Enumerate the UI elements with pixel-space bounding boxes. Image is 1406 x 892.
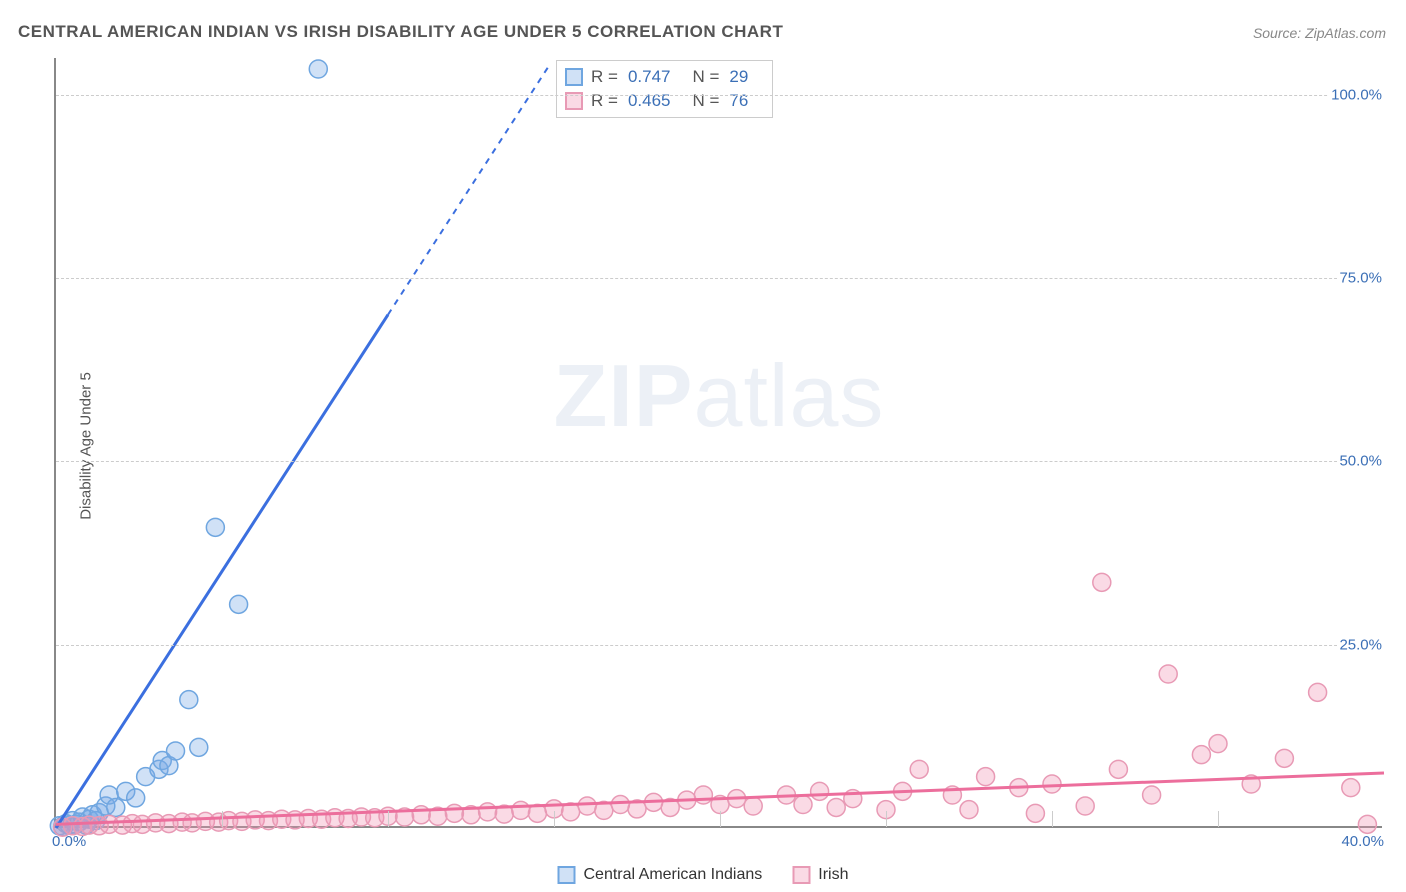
chart-title: CENTRAL AMERICAN INDIAN VS IRISH DISABIL… bbox=[18, 22, 783, 42]
legend-label-a: Central American Indians bbox=[584, 866, 763, 884]
data-point bbox=[1143, 786, 1161, 804]
data-point bbox=[960, 801, 978, 819]
data-point bbox=[180, 691, 198, 709]
legend-item-a: Central American Indians bbox=[558, 866, 763, 884]
x-tick-min: 0.0% bbox=[52, 833, 86, 850]
data-point bbox=[1159, 665, 1177, 683]
data-point bbox=[827, 798, 845, 816]
data-point bbox=[1109, 760, 1127, 778]
scatter-svg bbox=[56, 58, 1382, 826]
data-point bbox=[811, 782, 829, 800]
data-point bbox=[744, 797, 762, 815]
data-point bbox=[1342, 779, 1360, 797]
data-point bbox=[578, 797, 596, 815]
y-tick-label: 50.0% bbox=[1337, 453, 1384, 470]
chart-plot-area: ZIPatlas R = 0.747 N = 29 R = 0.465 N = … bbox=[54, 58, 1382, 828]
data-point bbox=[107, 798, 125, 816]
series-legend: Central American Indians Irish bbox=[558, 866, 849, 884]
data-point bbox=[1358, 815, 1376, 833]
data-point bbox=[479, 803, 497, 821]
data-point bbox=[512, 801, 530, 819]
data-point bbox=[1209, 735, 1227, 753]
data-point bbox=[230, 595, 248, 613]
data-point bbox=[167, 742, 185, 760]
y-tick-label: 75.0% bbox=[1337, 270, 1384, 287]
x-tick-max: 40.0% bbox=[1341, 833, 1384, 850]
data-point bbox=[206, 518, 224, 536]
data-point bbox=[1093, 573, 1111, 591]
data-point bbox=[1076, 797, 1094, 815]
data-point bbox=[611, 796, 629, 814]
legend-item-b: Irish bbox=[792, 866, 848, 884]
y-tick-label: 25.0% bbox=[1337, 636, 1384, 653]
data-point bbox=[694, 786, 712, 804]
data-point bbox=[309, 60, 327, 78]
legend-swatch-b bbox=[792, 866, 810, 884]
y-tick-label: 100.0% bbox=[1329, 86, 1384, 103]
data-point bbox=[445, 804, 463, 822]
data-point bbox=[127, 789, 145, 807]
data-point bbox=[977, 768, 995, 786]
data-point bbox=[794, 796, 812, 814]
source-attribution: Source: ZipAtlas.com bbox=[1253, 25, 1386, 41]
data-point bbox=[1309, 683, 1327, 701]
data-point bbox=[1275, 749, 1293, 767]
data-point bbox=[910, 760, 928, 778]
legend-swatch-a bbox=[558, 866, 576, 884]
data-point bbox=[1043, 775, 1061, 793]
data-point bbox=[190, 738, 208, 756]
legend-label-b: Irish bbox=[818, 866, 848, 884]
data-point bbox=[1026, 804, 1044, 822]
data-point bbox=[1192, 746, 1210, 764]
